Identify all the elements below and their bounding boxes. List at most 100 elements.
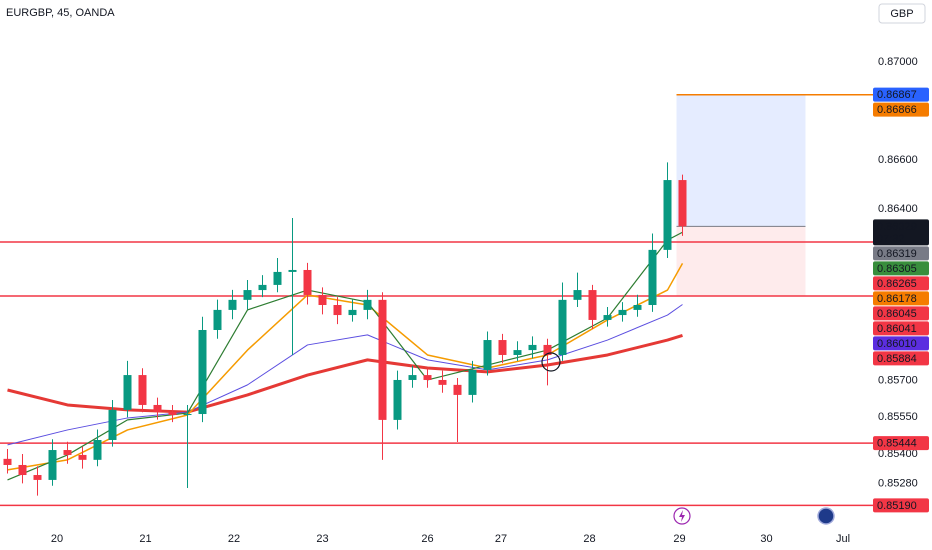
price-tag-label: 0.86178 [877,293,917,305]
price-tag [873,102,929,117]
price-tag [873,321,929,336]
price-tag [873,291,929,306]
price-tag-label: 0.85884 [877,353,917,365]
candle-body [438,379,447,385]
candle-body [543,344,552,355]
candle-body [18,464,27,476]
price-tag [873,436,929,451]
price-tag-label: 0.86329 [877,221,917,233]
candle-body [333,305,342,316]
price-tag [873,351,929,366]
candle-body [183,414,192,416]
currency-box[interactable] [878,3,926,24]
y-tick-label: 0.85700 [878,374,918,386]
candle-body [348,309,357,316]
lightning [679,510,685,522]
price-tag [873,261,929,276]
candle-body [318,294,327,306]
candle-body [408,375,417,380]
x-tick-label: 23 [316,533,328,545]
candle-body [168,412,177,416]
candle-body [468,369,477,395]
x-tick-label: 21 [139,533,151,545]
candle-body [378,299,387,420]
x-tick-label: 27 [495,533,507,545]
price-tag [873,336,929,351]
price-tag [873,498,929,513]
candle-body [558,299,567,355]
candle-body [303,269,312,295]
candle-body [243,290,252,300]
price-tag-label: 0.85444 [877,438,917,450]
x-tick-label: 28 [583,533,595,545]
candle-body [213,309,222,330]
price-tag [873,306,929,321]
flag-icon[interactable] [817,507,835,525]
y-tick-label: 0.85550 [878,411,918,423]
price-tag [873,276,929,291]
candle-body [393,379,402,420]
candle-body [618,309,627,316]
price-tag [873,219,929,246]
candle-body [573,290,582,300]
candle-body [48,450,57,480]
candle-body [63,450,72,455]
candle-body [453,384,462,395]
candle-body [588,290,597,320]
countdown: 07:32 [877,233,905,245]
price-tag-label: 0.86867 [877,89,917,101]
candle-body [648,249,657,306]
candle-body [288,269,297,272]
candle-body [123,375,132,410]
chart-title: EURGBP, 45, OANDA [6,7,115,19]
y-tick-label: 0.86400 [878,203,918,215]
y-tick-label: 0.86600 [878,154,918,166]
currency: GBP [890,8,913,20]
x-tick-label: 30 [760,533,772,545]
candle-body [228,299,237,310]
candle-body [93,439,102,460]
candle-body [633,305,642,310]
position-target-zone [676,94,806,227]
price-tag [873,87,929,102]
x-tick-label: 20 [51,533,63,545]
price-tag [873,246,929,261]
price-tag-label: 0.86305 [877,263,917,275]
candle-body [363,299,372,310]
candle-body [663,180,672,250]
position-stop-zone [676,226,806,296]
price-tag-label: 0.86866 [877,104,917,116]
x-tick-label: Jul [836,533,850,545]
price-tag-label: 0.86010 [877,338,917,350]
candle-body [498,340,507,355]
annotation-circle [541,352,561,372]
candle-body [153,404,162,413]
y-tick-label: 0.85400 [878,448,918,460]
candle-body [678,180,687,227]
candle-body [273,271,282,285]
price-tag-label: 0.86041 [877,323,917,335]
candle-body [108,409,117,440]
x-tick-label: 22 [228,533,240,545]
price-tag-label: 0.85190 [877,500,917,512]
y-tick-label: 0.87000 [878,56,918,68]
candle-body [258,284,267,291]
price-tag-label: 0.86319 [877,248,917,260]
price-tag-label: 0.86045 [877,308,917,320]
candle-body [78,454,87,460]
candle-body [33,475,42,480]
candle-body [138,375,147,405]
candle-body [198,329,207,415]
x-tick-label: 26 [421,533,433,545]
candle-body [3,458,12,465]
y-tick-label: 0.85280 [878,477,918,489]
ma-line [7,304,683,446]
candle-body [603,315,612,320]
candle-body [423,375,432,380]
x-tick-label: 29 [673,533,685,545]
candle-body [483,340,492,370]
candle-body [528,344,537,351]
candle-body [513,350,522,355]
